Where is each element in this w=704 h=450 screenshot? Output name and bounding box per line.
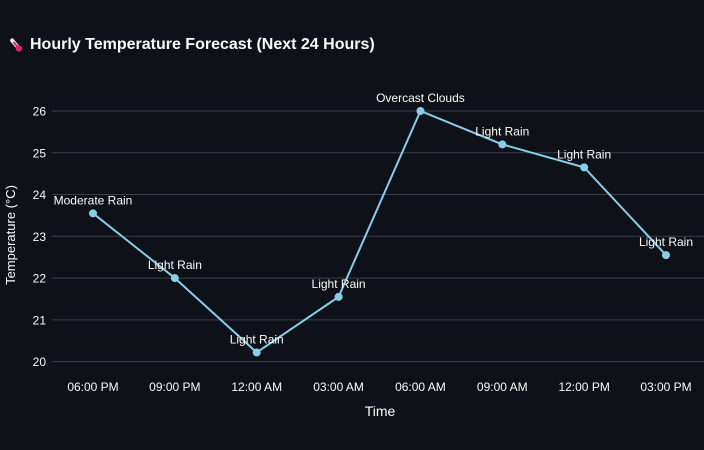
data-point[interactable]	[662, 251, 670, 260]
y-tick-label: 21	[33, 313, 47, 327]
chart-header: Hourly Temperature Forecast (Next 24 Hou…	[8, 34, 375, 56]
y-tick-label: 25	[33, 146, 47, 160]
data-label: Light Rain	[230, 332, 284, 346]
y-axis-ticks: 20 21 22 23 24 25 26	[33, 104, 47, 369]
series-line-group	[92, 109, 667, 354]
y-tick-label: 26	[33, 104, 47, 118]
data-points	[89, 106, 670, 357]
x-tick-label: 03:00 AM	[313, 380, 364, 394]
x-axis-label: Time	[365, 403, 396, 419]
series-line	[92, 109, 667, 354]
x-tick-label: 09:00 PM	[149, 380, 200, 394]
data-label: Light Rain	[148, 258, 202, 272]
y-axis-label: Temperature (°C)	[3, 185, 18, 285]
data-labels: Moderate Rain Light Rain Light Rain Light R…	[54, 91, 693, 346]
y-tick-label: 20	[33, 355, 47, 369]
thermometer-icon	[10, 38, 23, 52]
data-label: Light Rain	[557, 147, 611, 161]
x-axis-ticks: 06:00 PM 09:00 PM 12:00 AM 03:00 AM 06:00 AM…	[67, 380, 691, 394]
data-point[interactable]	[89, 209, 97, 218]
data-label: Moderate Rain	[54, 193, 133, 207]
data-point[interactable]	[580, 163, 589, 172]
data-point[interactable]	[252, 348, 261, 357]
grid-lines	[52, 110, 704, 363]
y-tick-label: 23	[33, 230, 47, 244]
data-label: Light Rain	[475, 124, 529, 138]
data-label: Light Rain	[312, 277, 366, 291]
x-tick-label: 12:00 PM	[558, 380, 609, 394]
x-tick-label: 06:00 PM	[67, 380, 118, 394]
chart-title: Hourly Temperature Forecast (Next 24 Hou…	[30, 36, 375, 53]
data-label: Overcast Clouds	[376, 91, 465, 105]
data-point[interactable]	[334, 292, 343, 301]
data-label: Light Rain	[639, 235, 693, 249]
x-tick-label: 12:00 AM	[231, 380, 282, 394]
data-point[interactable]	[416, 106, 425, 115]
x-tick-label: 06:00 AM	[395, 380, 446, 394]
y-tick-label: 22	[33, 272, 47, 286]
x-tick-label: 03:00 PM	[640, 380, 691, 394]
data-point[interactable]	[498, 140, 507, 149]
y-tick-label: 24	[33, 188, 47, 202]
data-point[interactable]	[170, 274, 179, 283]
x-tick-label: 09:00 AM	[477, 380, 528, 394]
